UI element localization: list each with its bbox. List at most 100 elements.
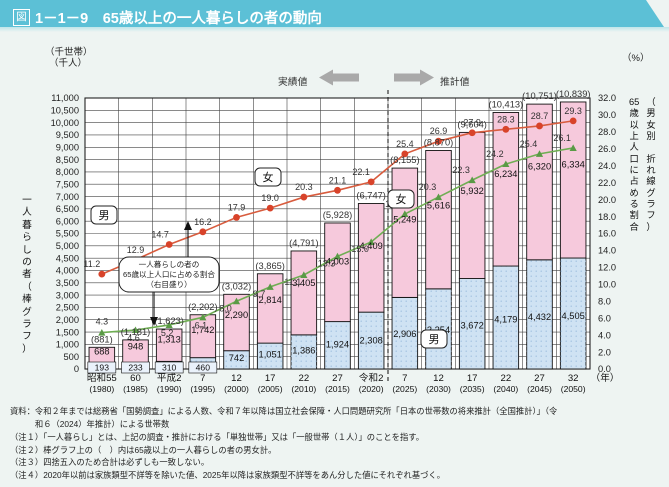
- svg-text:17: 17: [467, 373, 478, 384]
- svg-text:688: 688: [94, 346, 110, 356]
- svg-text:(2050): (2050): [561, 384, 586, 394]
- svg-text:(2020): (2020): [359, 384, 384, 394]
- svg-text:7,500: 7,500: [56, 179, 79, 189]
- svg-text:12.9: 12.9: [127, 245, 145, 255]
- svg-text:17.9: 17.9: [228, 202, 246, 212]
- svg-text:11,000: 11,000: [51, 93, 79, 103]
- svg-text:27: 27: [332, 373, 343, 384]
- svg-text:(2,202): (2,202): [188, 302, 217, 312]
- svg-text:20.3: 20.3: [419, 182, 437, 192]
- svg-text:(2000): (2000): [224, 384, 249, 394]
- svg-text:26.9: 26.9: [430, 126, 448, 136]
- svg-text:2,906: 2,906: [393, 329, 416, 339]
- svg-text:(10,413): (10,413): [489, 99, 524, 109]
- svg-text:12.0: 12.0: [598, 263, 616, 273]
- svg-text:26.0: 26.0: [598, 144, 616, 154]
- svg-text:4.3: 4.3: [96, 317, 109, 327]
- svg-text:28.0: 28.0: [598, 127, 616, 137]
- svg-text:令和2: 令和2: [359, 372, 384, 384]
- svg-text:4,179: 4,179: [494, 315, 517, 325]
- svg-text:1,924: 1,924: [326, 340, 349, 350]
- svg-text:25.4: 25.4: [396, 139, 414, 149]
- svg-text:1,500: 1,500: [56, 327, 79, 337]
- svg-text:6,334: 6,334: [562, 160, 585, 170]
- svg-text:9,000: 9,000: [56, 142, 79, 152]
- svg-text:2,500: 2,500: [56, 303, 79, 313]
- svg-text:6,500: 6,500: [56, 204, 79, 214]
- svg-text:65歳以上人口に占める割合: 65歳以上人口に占める割合: [123, 269, 215, 279]
- svg-text:9.7: 9.7: [253, 289, 266, 299]
- svg-text:12: 12: [433, 373, 444, 384]
- svg-text:1,000: 1,000: [56, 340, 79, 350]
- svg-text:女: 女: [263, 170, 274, 184]
- svg-text:21.1: 21.1: [329, 175, 347, 185]
- svg-text:19.0: 19.0: [261, 193, 279, 203]
- svg-text:男: 男: [429, 334, 440, 346]
- svg-text:10.0: 10.0: [598, 280, 616, 290]
- svg-text:5,500: 5,500: [56, 229, 79, 239]
- svg-text:(1990): (1990): [157, 384, 182, 394]
- svg-text:(2040): (2040): [493, 384, 518, 394]
- svg-text:4,000: 4,000: [56, 266, 79, 276]
- svg-text:25.4: 25.4: [520, 139, 538, 149]
- svg-text:男: 男: [99, 210, 110, 222]
- svg-text:6.1: 6.1: [195, 320, 208, 330]
- svg-text:27: 27: [534, 373, 545, 384]
- svg-text:(10,839): (10,839): [556, 89, 591, 99]
- svg-text:(2035): (2035): [460, 384, 485, 394]
- svg-text:8.0: 8.0: [598, 296, 611, 306]
- svg-text:22: 22: [500, 373, 511, 384]
- svg-text:32: 32: [568, 373, 579, 384]
- svg-text:14.7: 14.7: [151, 230, 169, 240]
- svg-text:4,500: 4,500: [56, 253, 79, 263]
- svg-text:(6,747): (6,747): [356, 191, 385, 201]
- svg-text:一人暮らしの者の: 一人暮らしの者の: [139, 259, 200, 269]
- svg-text:2,308: 2,308: [360, 335, 383, 345]
- svg-text:(881): (881): [91, 334, 113, 344]
- svg-text:10,500: 10,500: [51, 106, 79, 116]
- svg-text:4,505: 4,505: [562, 311, 585, 321]
- svg-text:18.0: 18.0: [598, 212, 616, 222]
- svg-text:16.0: 16.0: [598, 229, 616, 239]
- svg-text:5,249: 5,249: [393, 214, 416, 224]
- svg-text:233: 233: [128, 363, 143, 373]
- svg-text:60: 60: [130, 373, 141, 384]
- svg-text:（右目盛り）: （右目盛り）: [146, 279, 192, 289]
- svg-text:5,932: 5,932: [461, 186, 484, 196]
- svg-text:8.0: 8.0: [219, 303, 232, 313]
- svg-text:(3,865): (3,865): [255, 261, 284, 271]
- svg-text:22: 22: [298, 373, 309, 384]
- svg-text:742: 742: [229, 353, 245, 363]
- svg-text:29.3: 29.3: [564, 106, 582, 116]
- svg-text:7: 7: [200, 373, 205, 384]
- svg-text:5,616: 5,616: [427, 201, 450, 211]
- svg-text:3,672: 3,672: [461, 320, 484, 330]
- svg-text:8,500: 8,500: [56, 155, 79, 165]
- svg-text:6,320: 6,320: [528, 162, 551, 172]
- svg-text:8,000: 8,000: [56, 167, 79, 177]
- svg-text:6,000: 6,000: [56, 216, 79, 226]
- svg-text:(1995): (1995): [190, 384, 215, 394]
- svg-text:460: 460: [196, 363, 211, 373]
- svg-text:22.0: 22.0: [598, 178, 616, 188]
- svg-text:24.0: 24.0: [598, 161, 616, 171]
- svg-text:20.3: 20.3: [295, 182, 313, 192]
- svg-text:11.1: 11.1: [284, 277, 301, 287]
- svg-text:9,500: 9,500: [56, 130, 79, 140]
- svg-text:6.0: 6.0: [598, 313, 611, 323]
- svg-text:（年）: （年）: [591, 372, 620, 384]
- svg-text:1,051: 1,051: [259, 349, 282, 359]
- svg-text:28.3: 28.3: [497, 114, 515, 124]
- svg-text:3,000: 3,000: [56, 290, 79, 300]
- svg-text:7: 7: [402, 373, 407, 384]
- svg-text:4.0: 4.0: [598, 330, 611, 340]
- svg-text:193: 193: [95, 363, 110, 373]
- svg-text:(1985): (1985): [123, 384, 148, 394]
- svg-text:500: 500: [63, 352, 79, 362]
- svg-text:7,000: 7,000: [56, 192, 79, 202]
- svg-text:1,386: 1,386: [292, 346, 315, 356]
- svg-text:5,000: 5,000: [56, 241, 79, 251]
- svg-text:(4,791): (4,791): [289, 238, 318, 248]
- svg-text:10,000: 10,000: [51, 118, 79, 128]
- svg-text:12: 12: [231, 373, 242, 384]
